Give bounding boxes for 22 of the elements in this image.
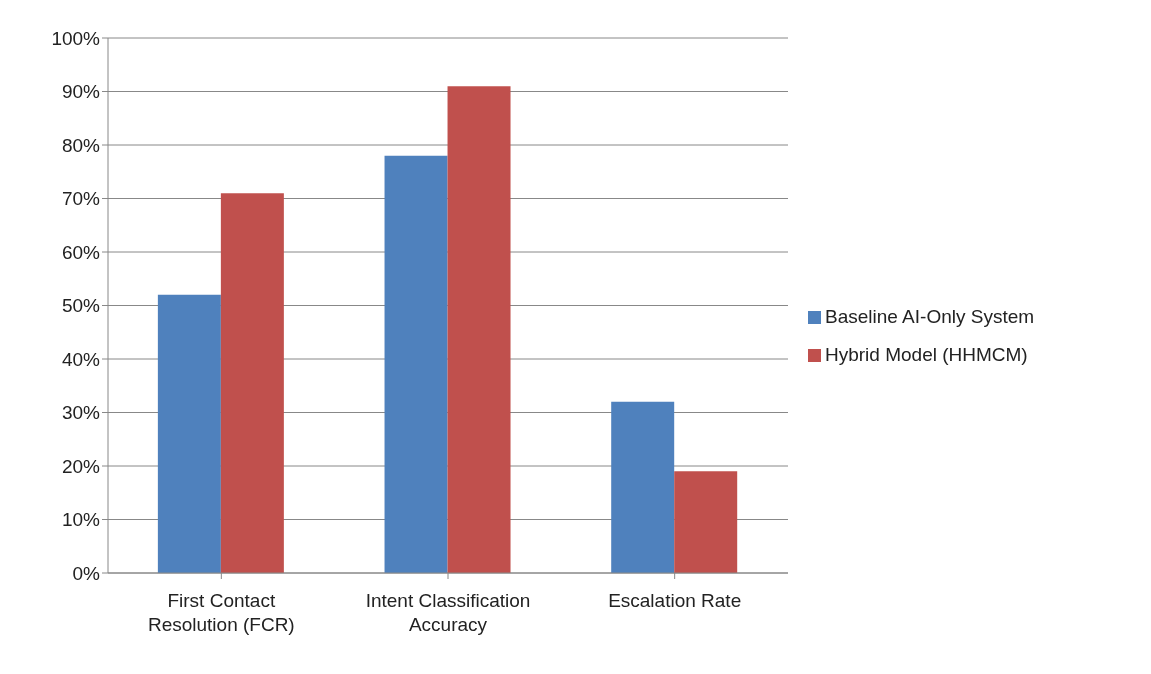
y-tick-label: 60% <box>61 241 101 263</box>
bar <box>447 86 511 573</box>
legend-label: Hybrid Model (HHMCM) <box>825 343 1028 365</box>
y-tick-label: 90% <box>61 81 101 103</box>
y-tick-label: 0% <box>72 562 101 584</box>
y-tick-label: 50% <box>61 295 101 317</box>
bar <box>674 471 738 573</box>
y-tick-label: 100% <box>51 27 101 49</box>
bar <box>384 155 448 573</box>
legend-label: Baseline AI-Only System <box>825 305 1035 327</box>
bar <box>611 401 675 573</box>
y-tick-label: 10% <box>61 509 101 531</box>
y-tick-label: 80% <box>61 134 101 156</box>
y-tick-label: 30% <box>61 402 101 424</box>
bar <box>157 294 221 573</box>
bar <box>220 193 284 573</box>
y-tick-label: 20% <box>61 455 101 477</box>
y-tick-label: 70% <box>61 188 101 210</box>
y-tick-label: 40% <box>61 348 101 370</box>
x-tick-label: First Contact Resolution (FCR) <box>147 590 295 635</box>
x-tick-label: Intent Classification Accuracy <box>365 590 531 635</box>
x-tick-label: Escalation Rate <box>608 590 742 611</box>
